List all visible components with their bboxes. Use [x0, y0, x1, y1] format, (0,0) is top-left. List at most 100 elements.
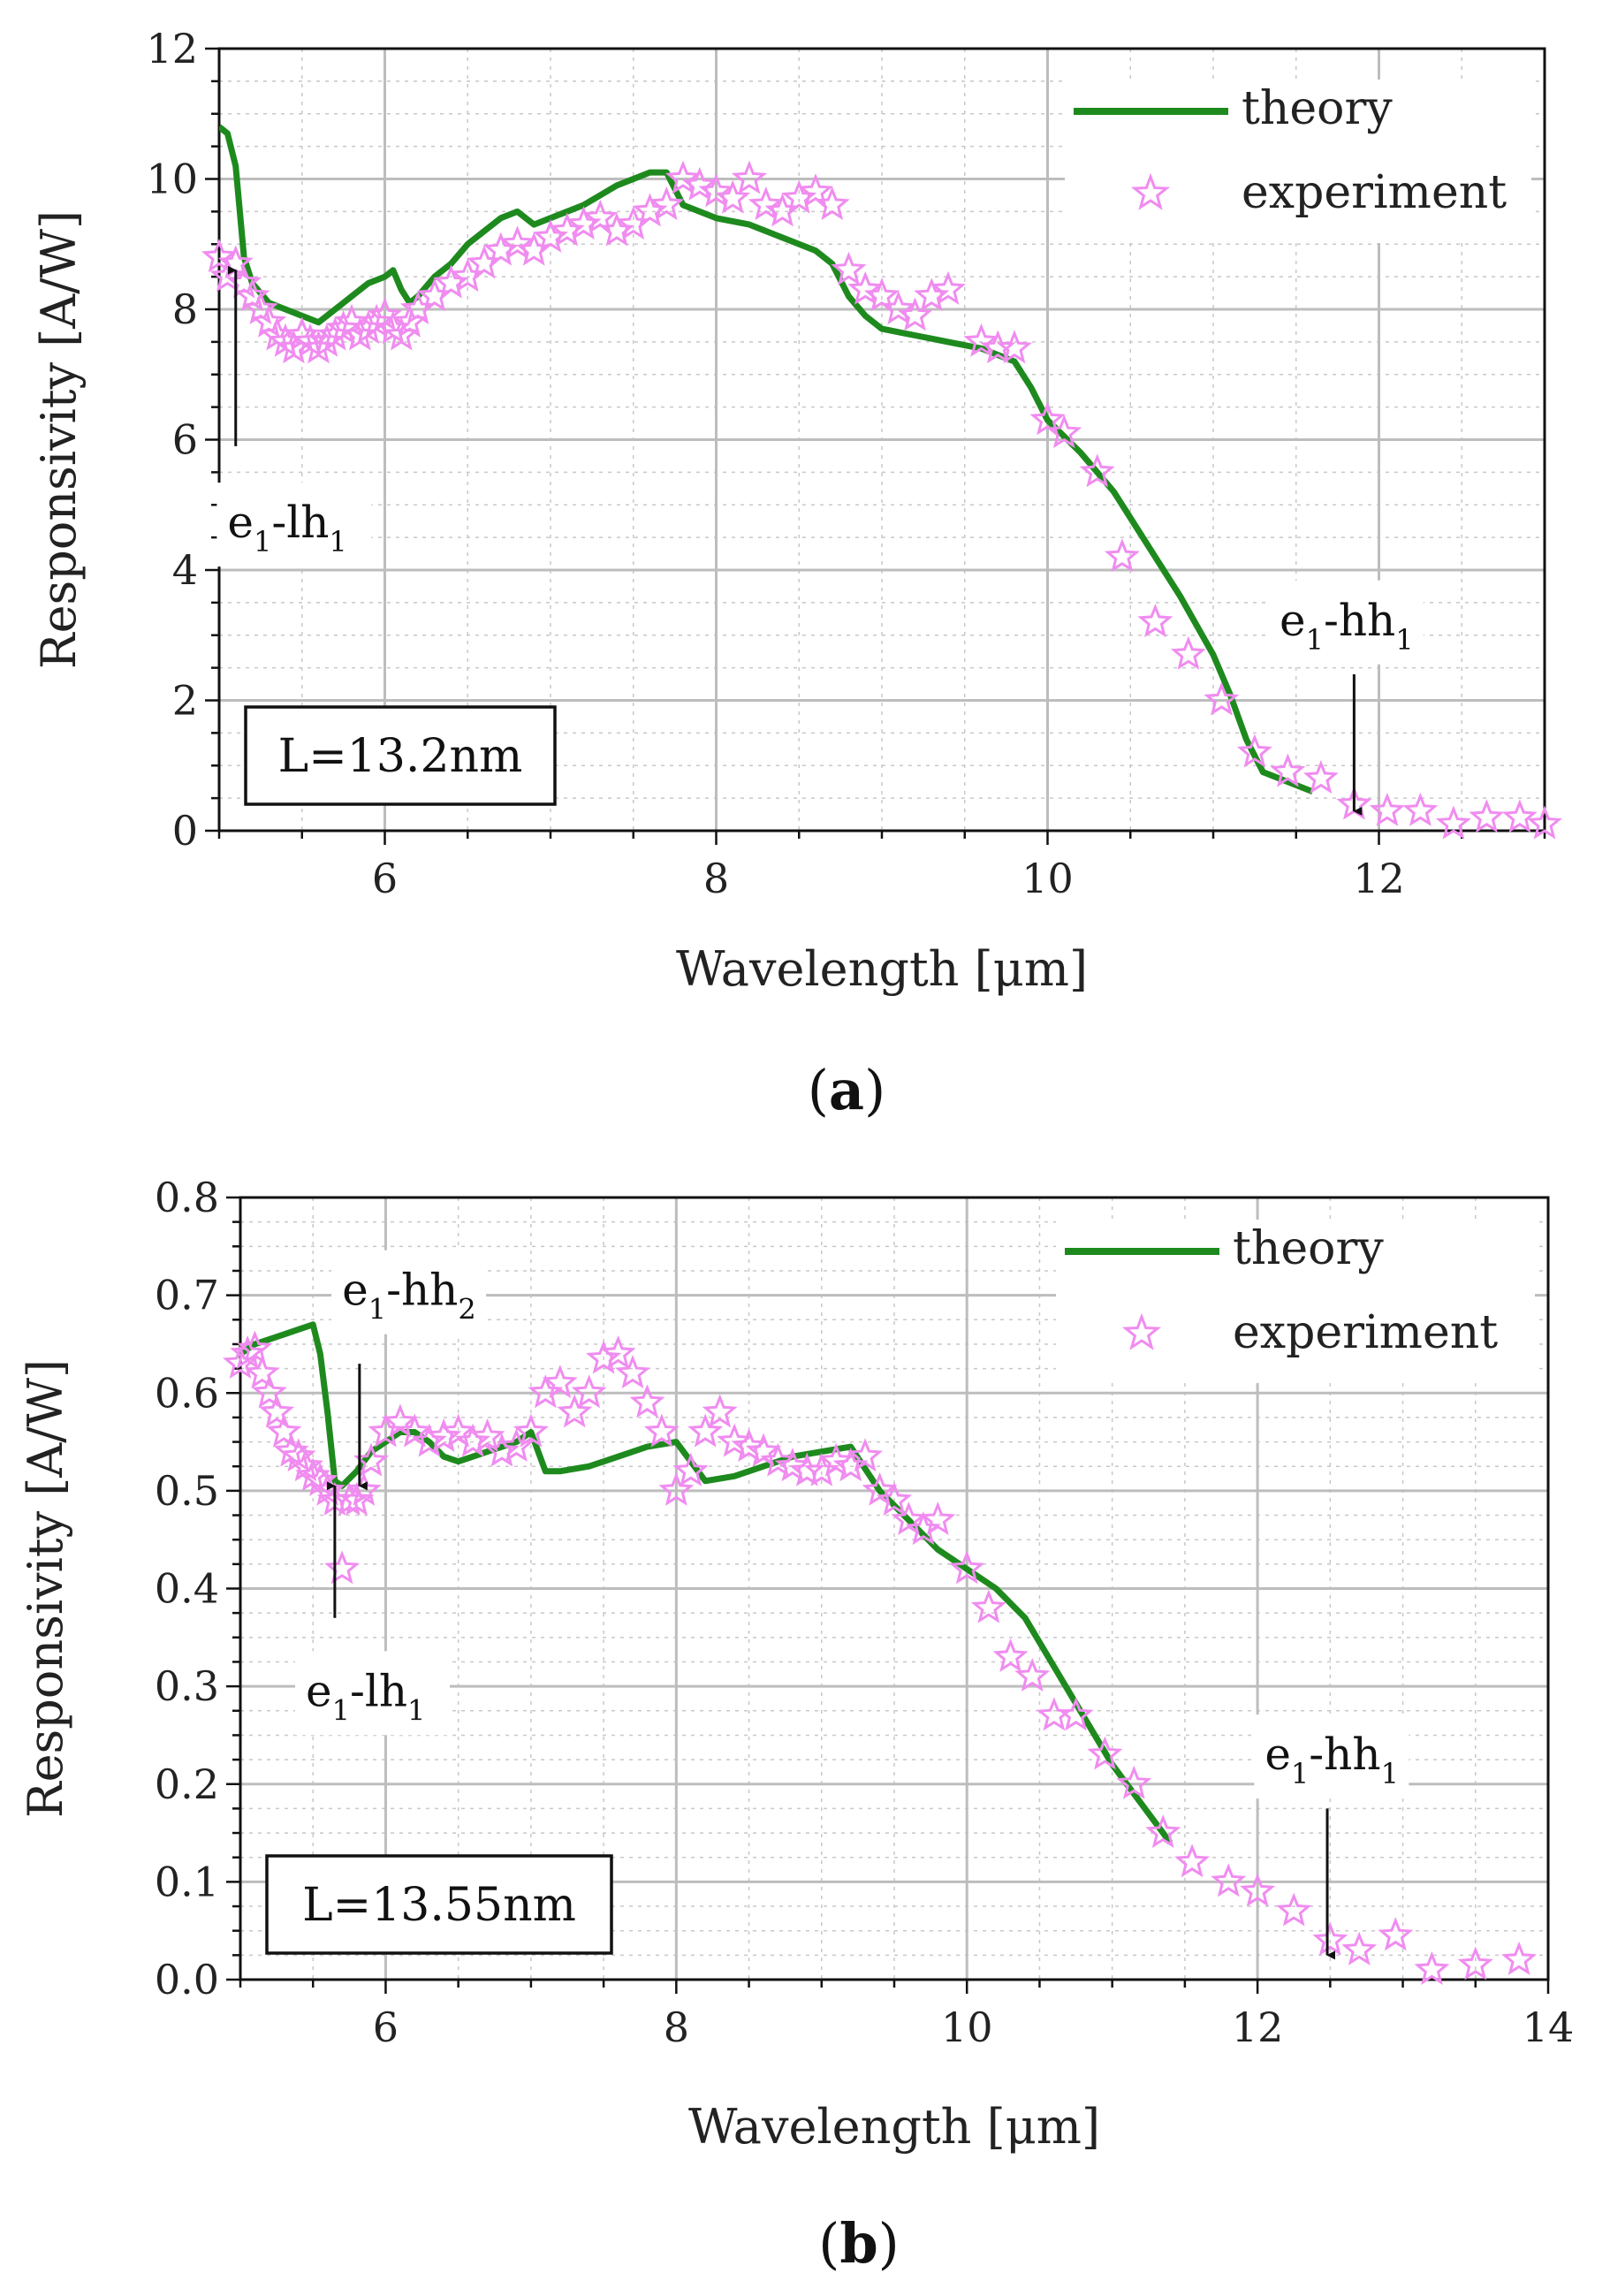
annotation-label-part: -hh	[1309, 1729, 1380, 1780]
data-point-experiment	[803, 1452, 839, 1486]
data-point-experiment	[309, 1471, 346, 1506]
data-point-experiment	[643, 1413, 680, 1448]
data-point-experiment	[831, 251, 867, 285]
data-point-experiment	[897, 297, 933, 331]
y-tick-label: 0.3	[155, 1662, 219, 1710]
annotation-label: e1-hh1	[1264, 1729, 1399, 1790]
data-point-experiment	[582, 199, 619, 233]
y-tick-label: 0.5	[155, 1467, 219, 1515]
data-point-experiment	[760, 1442, 796, 1477]
x-tick-label: 12	[1232, 2003, 1284, 2051]
data-point-experiment	[259, 1394, 295, 1428]
data-point-experiment	[1137, 603, 1173, 638]
annotation-label: e1-lh1	[227, 497, 346, 559]
data-point-experiment	[600, 1335, 636, 1370]
data-point-experiment	[516, 232, 552, 266]
data-point-experiment	[483, 1433, 520, 1467]
x-tick-label: 14	[1523, 2003, 1575, 2051]
annotation-background	[1269, 580, 1424, 665]
annotation-label-part: e	[306, 1665, 332, 1716]
legend-swatch-experiment	[1121, 1312, 1162, 1350]
data-point-experiment	[996, 330, 1033, 364]
data-point-experiment	[399, 290, 437, 325]
data-point-experiment	[1087, 1736, 1123, 1770]
data-point-experiment	[346, 1471, 382, 1506]
data-point-experiment	[571, 1374, 607, 1409]
y-tick-label: 6	[172, 416, 198, 464]
data-point-experiment	[681, 166, 718, 201]
panel-letter-part: b	[839, 2211, 877, 2276]
panel-letter: (b)	[818, 2211, 900, 2276]
y-tick-label: 10	[146, 156, 198, 203]
series-line-theory	[219, 124, 1314, 795]
data-point-experiment	[847, 270, 884, 305]
data-point-experiment	[698, 173, 734, 208]
data-point-experiment	[920, 1502, 956, 1536]
data-point-experiment	[774, 1448, 810, 1482]
data-point-experiment	[1240, 1873, 1276, 1907]
y-tick-label: 2	[172, 677, 198, 725]
x-tick-label: 12	[1353, 855, 1405, 902]
data-point-experiment	[847, 1438, 884, 1472]
data-point-experiment	[797, 173, 834, 208]
data-point-experiment	[1145, 1814, 1181, 1849]
legend-label-theory: theory	[1242, 82, 1393, 135]
annotation-label-part: 2	[458, 1293, 475, 1327]
data-point-experiment	[287, 1448, 324, 1482]
annotation-label-part: 1	[407, 1693, 425, 1727]
data-point-experiment	[715, 179, 751, 214]
legend-label-experiment: experiment	[1242, 166, 1507, 219]
data-point-experiment	[764, 193, 801, 227]
data-point-experiment	[1236, 734, 1272, 768]
data-point-experiment	[814, 186, 850, 221]
annotation-label-part: 1	[1306, 623, 1324, 657]
y-tick-label: 0.7	[155, 1272, 219, 1319]
data-point-experiment	[266, 1413, 302, 1448]
chart-panel-a: 6 8 10 12 0 2 4 6 8 10 12 Wavelength [μm] Responsivi…	[31, 25, 1563, 1122]
data-point-experiment	[731, 1428, 767, 1463]
data-point-experiment	[930, 270, 967, 305]
data-point-experiment	[367, 297, 403, 331]
x-tick-label: 8	[703, 855, 729, 902]
data-point-experiment	[1501, 799, 1538, 833]
y-axis-title: Responsivity [A/W]	[31, 210, 87, 669]
data-point-experiment	[1104, 538, 1140, 573]
data-point-experiment	[586, 1340, 622, 1374]
data-point-experiment	[237, 1330, 273, 1365]
annotation-label-part: 1	[1291, 1757, 1309, 1790]
data-point-experiment	[416, 277, 452, 312]
y-tick-label: 0	[172, 807, 198, 855]
data-point-experiment	[455, 1423, 491, 1457]
data-point-experiment	[949, 1550, 985, 1585]
y-tick-label: 8	[172, 285, 198, 333]
annotation-label-part: -lh	[350, 1665, 407, 1716]
panel-letter-part: (	[818, 2211, 839, 2276]
data-point-experiment	[226, 264, 262, 299]
data-point-experiment	[687, 1413, 724, 1448]
annotation-background	[216, 483, 372, 567]
annotation-label-part: 1	[1381, 1757, 1399, 1790]
annotation-label-part: e	[1264, 1729, 1291, 1780]
data-point-experiment	[1079, 453, 1115, 488]
data-point-experiment	[324, 1550, 361, 1585]
data-point-experiment	[1302, 759, 1339, 794]
data-point-experiment	[717, 1423, 753, 1457]
data-point-experiment	[1270, 753, 1306, 787]
data-point-experiment	[863, 277, 900, 312]
data-point-experiment	[528, 1374, 564, 1409]
y-tick-label: 0.6	[155, 1369, 219, 1417]
data-point-experiment	[201, 238, 238, 273]
y-tick-label: 0.0	[155, 1956, 219, 2003]
y-tick-label: 0.1	[155, 1858, 219, 1905]
data-point-experiment	[1469, 799, 1505, 833]
data-point-experiment	[615, 206, 651, 240]
annotation-label: e1-hh1	[1280, 595, 1414, 657]
chart-panel-b: 6 8 10 12 140.00.10.20.30.40.50.60.70.8Wavel…	[18, 1174, 1574, 2276]
data-point-experiment	[1174, 1844, 1211, 1878]
annotation-background	[1254, 1714, 1409, 1799]
panel-letter-part: a	[829, 1058, 864, 1122]
data-point-experiment	[672, 1452, 709, 1486]
data-point-experiment	[891, 1502, 927, 1536]
data-point-experiment	[748, 186, 784, 221]
data-point-experiment	[992, 1638, 1029, 1672]
